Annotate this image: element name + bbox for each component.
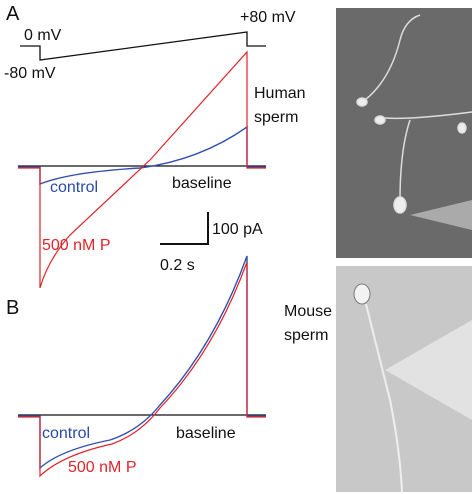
baseline-label: baseline <box>172 175 232 192</box>
panel-label: B <box>6 297 19 319</box>
sperm-image <box>353 283 472 493</box>
scale-bar <box>160 212 209 245</box>
control-trace <box>18 125 266 186</box>
voltage-label: -80 mV <box>4 65 56 82</box>
cell-label: Mouse <box>284 303 332 320</box>
drug-label: 500 nM P <box>42 237 110 254</box>
scale-label: 100 pA <box>212 221 263 238</box>
drug-trace <box>18 261 266 478</box>
cell-label: sperm <box>284 327 328 344</box>
drug-label: 500 nM P <box>68 459 136 476</box>
voltage-label: +80 mV <box>240 9 296 26</box>
drug-trace <box>18 50 266 289</box>
cell-label: Human <box>254 85 306 102</box>
cell-label: sperm <box>254 109 298 126</box>
panel-label: A <box>6 3 20 25</box>
sperm-image <box>356 14 473 230</box>
control-trace <box>18 255 266 470</box>
scale-label: 0.2 s <box>160 257 195 274</box>
control-label: control <box>50 179 98 196</box>
baseline-label: baseline <box>176 425 236 442</box>
voltage-label: 0 mV <box>24 27 62 44</box>
control-label: control <box>42 425 90 442</box>
voltage-protocol <box>20 31 266 61</box>
